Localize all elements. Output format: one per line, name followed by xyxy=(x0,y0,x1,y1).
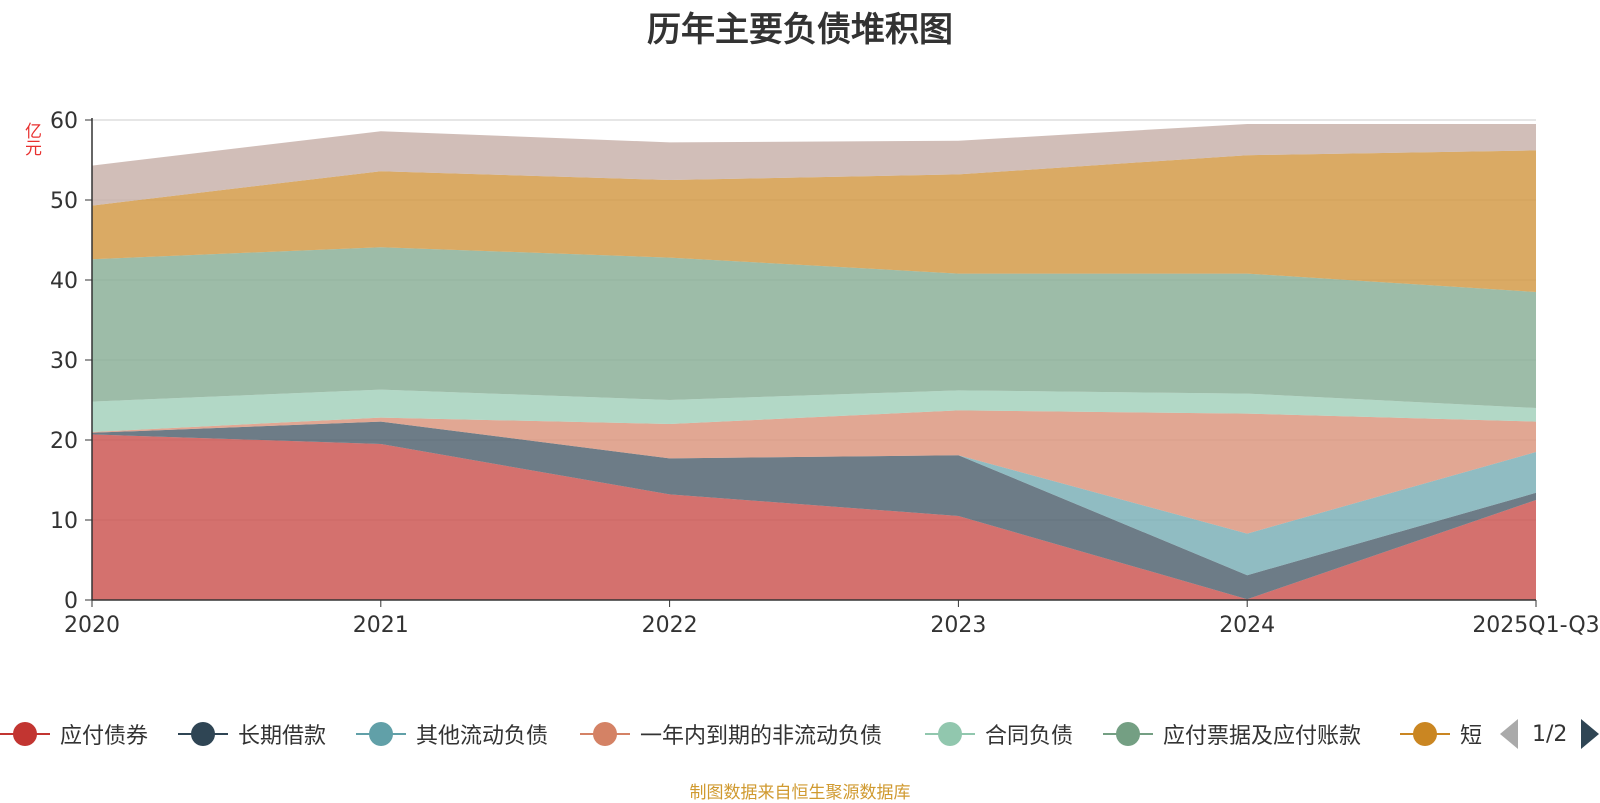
area-合同负债 xyxy=(92,389,1536,432)
area-一年内到期的非流动负债 xyxy=(92,410,1536,534)
legend-dot xyxy=(191,722,215,746)
y-tick-label-30: 30 xyxy=(50,349,78,374)
legend-item-合同负债[interactable]: 合同负债 xyxy=(925,714,1073,754)
y-tick-label-60: 60 xyxy=(50,109,78,134)
y-tick-label-50: 50 xyxy=(50,189,78,214)
area-短期借款 xyxy=(92,150,1536,292)
legend-dot xyxy=(1413,722,1437,746)
area-应付债券 xyxy=(92,434,1536,600)
x-tick-label-2022: 2022 xyxy=(642,613,698,638)
legend-item-其他流动负债[interactable]: 其他流动负债 xyxy=(356,714,548,754)
y-tick-label-10: 10 xyxy=(50,509,78,534)
legend-swatch-icon xyxy=(925,714,975,754)
legend-label: 短 xyxy=(1460,724,1483,749)
legend-swatch-icon xyxy=(0,714,50,754)
legend: 应付债券 长期借款 其他流动负债 一年内到期的非流动负债 合同负债 应付票据及应付账款 短 xyxy=(0,714,1600,754)
legend-pager: 1/2 xyxy=(1500,716,1600,752)
y-axis-unit: 亿元 xyxy=(20,122,42,156)
chart-title: 历年主要负债堆积图 xyxy=(647,10,953,50)
legend-label: 其他流动负债 xyxy=(416,724,549,749)
legend-label: 合同负债 xyxy=(985,724,1074,749)
x-tick-label-2020: 2020 xyxy=(64,613,120,638)
x-tick-label-2023: 2023 xyxy=(930,613,986,638)
source-note: 制图数据来自恒生聚源数据库 xyxy=(689,783,911,803)
y-tick-label-0: 0 xyxy=(64,589,78,614)
legend-item-短[interactable]: 短 xyxy=(1400,714,1482,754)
legend-swatch-icon xyxy=(1103,714,1153,754)
legend-dot xyxy=(13,722,37,746)
legend-item-应付债券[interactable]: 应付债券 xyxy=(0,714,148,754)
legend-dot xyxy=(1116,722,1140,746)
legend-page-indicator: 1/2 xyxy=(1532,721,1568,747)
legend-prev-page-icon[interactable] xyxy=(1500,719,1518,749)
axes: 0 10 20 30 40 50 60 2020 2021 2022 2023 2024 2025Q1-… xyxy=(50,109,1600,638)
area-应付票据及应付账款 xyxy=(92,247,1536,408)
area-长期借款 xyxy=(92,421,1536,600)
legend-swatch-icon xyxy=(580,714,630,754)
legend-dot xyxy=(593,722,617,746)
legend-label: 长期借款 xyxy=(238,724,327,749)
legend-item-应付票据及应付账款[interactable]: 应付票据及应付账款 xyxy=(1103,714,1361,754)
legend-label: 应付票据及应付账款 xyxy=(1163,724,1362,749)
y-axis-unit-text: 亿元 xyxy=(21,122,41,156)
y-tick-label-20: 20 xyxy=(50,429,78,454)
area-series xyxy=(92,124,1536,600)
x-tick-label-2021: 2021 xyxy=(353,613,409,638)
area-其他流动负债 xyxy=(92,421,1536,576)
legend-dot xyxy=(369,722,393,746)
legend-swatch-icon xyxy=(1400,714,1450,754)
legend-swatch-icon xyxy=(356,714,406,754)
legend-item-一年内到期的非流动负债[interactable]: 一年内到期的非流动负债 xyxy=(580,714,882,754)
legend-next-page-icon[interactable] xyxy=(1581,719,1600,749)
legend-swatch-icon xyxy=(178,714,228,754)
legend-item-长期借款[interactable]: 长期借款 xyxy=(178,714,326,754)
y-tick-label-40: 40 xyxy=(50,269,78,294)
x-tick-label-2024: 2024 xyxy=(1219,613,1275,638)
legend-label: 应付债券 xyxy=(60,724,149,749)
area-其他 xyxy=(92,124,1536,206)
x-tick-label-2025Q1-Q3: 2025Q1-Q3 xyxy=(1472,613,1599,638)
legend-dot xyxy=(938,722,962,746)
legend-label: 一年内到期的非流动负债 xyxy=(640,724,883,749)
